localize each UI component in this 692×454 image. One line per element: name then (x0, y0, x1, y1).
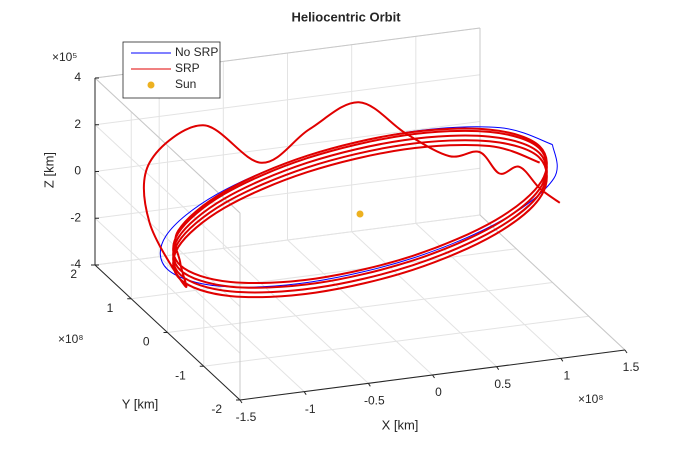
z-tick-label: -2 (70, 210, 81, 224)
y-tick-label: -1 (175, 368, 186, 382)
y-tick-label: 0 (143, 335, 150, 349)
grid-line (131, 248, 517, 300)
z-tick-label: 2 (74, 117, 81, 131)
x-tick (367, 383, 371, 387)
z-axis-label: Z [km] (41, 152, 56, 188)
x-tick-label: 1 (563, 369, 570, 383)
z-tick-label: 4 (74, 70, 81, 84)
legend-label: Sun (175, 77, 196, 91)
x-tick (560, 358, 564, 362)
legend-label: SRP (175, 61, 200, 75)
chart-title: Heliocentric Orbit (291, 9, 401, 24)
z-tick-label: 0 (74, 164, 81, 178)
orbit-line (142, 101, 561, 299)
box-edge (94, 77, 241, 214)
x-tick (496, 366, 500, 370)
x-tick (432, 374, 435, 379)
y-tick-label: 1 (107, 301, 114, 315)
y-axis-label: Y [km] (122, 396, 159, 411)
x-tick (303, 391, 307, 395)
grid-line (94, 124, 241, 261)
legend-label: No SRP (175, 45, 218, 59)
x-tick-label: 0 (435, 385, 442, 399)
x-tick (239, 399, 243, 404)
x-tick-label: 1.5 (623, 360, 640, 374)
z-tick-label: -4 (70, 257, 81, 271)
legend-box (122, 41, 221, 99)
z-exponent: ×10⁵ (52, 50, 77, 64)
x-tick (624, 349, 628, 354)
grid-line (167, 282, 553, 333)
x-exponent: ×10⁸ (578, 392, 603, 406)
y-tick-label: 2 (70, 267, 77, 281)
x-tick-label: 0.5 (494, 377, 511, 391)
box-edge (479, 214, 626, 351)
x-axis-label: X [km] (382, 417, 419, 432)
sun-marker (356, 210, 364, 218)
x-tick-label: -1 (305, 402, 316, 416)
grid-line (94, 167, 481, 219)
grid-line (94, 217, 241, 354)
y-exponent: ×10⁸ (58, 332, 83, 346)
y-tick-label: -2 (211, 402, 222, 416)
grid-line (203, 315, 589, 367)
grid-line (94, 74, 481, 126)
x-tick-label: -0.5 (364, 394, 385, 408)
grid-line (94, 121, 481, 172)
legend-marker (147, 81, 155, 89)
x-tick-label: -1.5 (236, 410, 257, 424)
grid-line (94, 214, 481, 266)
